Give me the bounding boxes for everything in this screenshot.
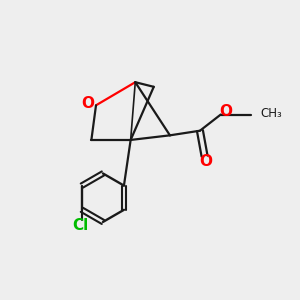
Text: O: O [199, 154, 212, 169]
Text: O: O [219, 103, 232, 118]
Text: O: O [81, 96, 94, 111]
Text: CH₃: CH₃ [260, 107, 282, 120]
Text: Cl: Cl [73, 218, 89, 233]
